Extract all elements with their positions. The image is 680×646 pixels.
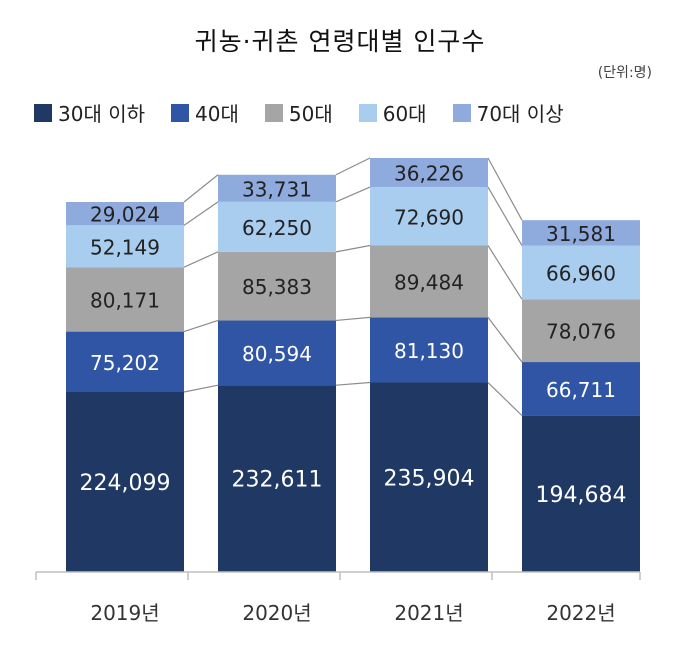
data-label: 78,076 xyxy=(546,320,616,344)
x-tick-label: 2022년 xyxy=(546,601,615,625)
legend-label: 50대 xyxy=(288,102,333,126)
bar-segment xyxy=(522,415,640,572)
connector-line xyxy=(183,174,219,203)
data-label: 232,611 xyxy=(232,468,323,493)
connector-line xyxy=(183,201,219,226)
data-label: 81,130 xyxy=(394,339,464,363)
data-label: 235,904 xyxy=(384,466,475,491)
legend-swatch xyxy=(171,103,190,122)
connector-line xyxy=(487,382,523,417)
data-label: 75,202 xyxy=(90,351,160,375)
bar-segment xyxy=(370,245,488,318)
data-label: 85,383 xyxy=(242,275,312,299)
bar-segment xyxy=(66,331,184,393)
connector-line xyxy=(335,186,371,203)
connector-line xyxy=(487,186,523,246)
x-tick-label: 2020년 xyxy=(242,601,311,625)
bar-segment xyxy=(218,201,336,252)
connector-line xyxy=(335,316,371,322)
data-label: 52,149 xyxy=(90,235,160,259)
legend-item: 40대 xyxy=(171,98,239,127)
data-label: 66,960 xyxy=(546,261,616,285)
data-label: 72,690 xyxy=(394,205,464,229)
legend-swatch xyxy=(34,103,52,122)
connector-line xyxy=(335,244,371,253)
connector-line xyxy=(183,384,219,393)
legend-item: 60대 xyxy=(358,98,427,127)
data-label: 224,099 xyxy=(80,471,171,496)
bar-segment xyxy=(370,187,488,246)
connector-line xyxy=(183,251,219,268)
x-tick-label: 2019년 xyxy=(90,601,159,625)
bar-segment xyxy=(370,382,488,572)
data-label: 36,226 xyxy=(394,162,464,186)
legend-label: 60대 xyxy=(382,102,427,126)
data-label: 89,484 xyxy=(394,270,464,294)
connector-line xyxy=(183,319,219,333)
legend-item: 50대 xyxy=(264,98,333,127)
data-label: 66,711 xyxy=(546,378,616,402)
data-label: 33,731 xyxy=(242,177,312,201)
legend-swatch xyxy=(264,103,283,122)
data-label: 194,684 xyxy=(536,483,627,508)
connector-line xyxy=(335,157,371,176)
connector-line xyxy=(335,381,371,386)
bar-segment xyxy=(66,267,184,332)
legend-item: 30대 이하 xyxy=(34,98,145,127)
data-label: 80,594 xyxy=(242,342,312,366)
legend-label: 40대 xyxy=(195,102,239,126)
connector-line xyxy=(487,157,523,221)
legend: 30대 이하 40대 50대 60대 70대 이상 xyxy=(34,98,664,127)
bar-segment xyxy=(66,225,184,268)
bar-segment xyxy=(522,245,640,300)
legend-swatch xyxy=(358,103,377,122)
data-label: 29,024 xyxy=(90,203,160,227)
connector-line xyxy=(487,245,523,300)
bar-segment xyxy=(218,385,336,572)
bar-segment xyxy=(218,251,336,321)
data-label: 80,171 xyxy=(90,288,160,312)
bar-segment xyxy=(66,392,184,572)
legend-item: 70대 이상 xyxy=(452,98,564,127)
x-tick-label: 2021년 xyxy=(394,601,463,625)
data-label: 31,581 xyxy=(546,222,616,246)
bar-segment xyxy=(370,158,488,188)
bar-segment xyxy=(522,220,640,246)
unit-label: (단위:명) xyxy=(597,65,652,81)
bar-segment xyxy=(522,362,640,416)
bar-segment xyxy=(66,202,184,226)
bar-segment xyxy=(522,299,640,363)
legend-swatch xyxy=(452,103,471,122)
bar-segment xyxy=(218,320,336,386)
chart-title: 귀농·귀촌 연령대별 인구수 xyxy=(194,27,486,56)
data-label: 62,250 xyxy=(242,216,312,240)
bar-segment xyxy=(370,317,488,383)
legend-label: 70대 이상 xyxy=(476,102,564,126)
bar-segment xyxy=(218,174,336,202)
connector-line xyxy=(487,316,523,363)
legend-label: 30대 이하 xyxy=(58,102,146,126)
